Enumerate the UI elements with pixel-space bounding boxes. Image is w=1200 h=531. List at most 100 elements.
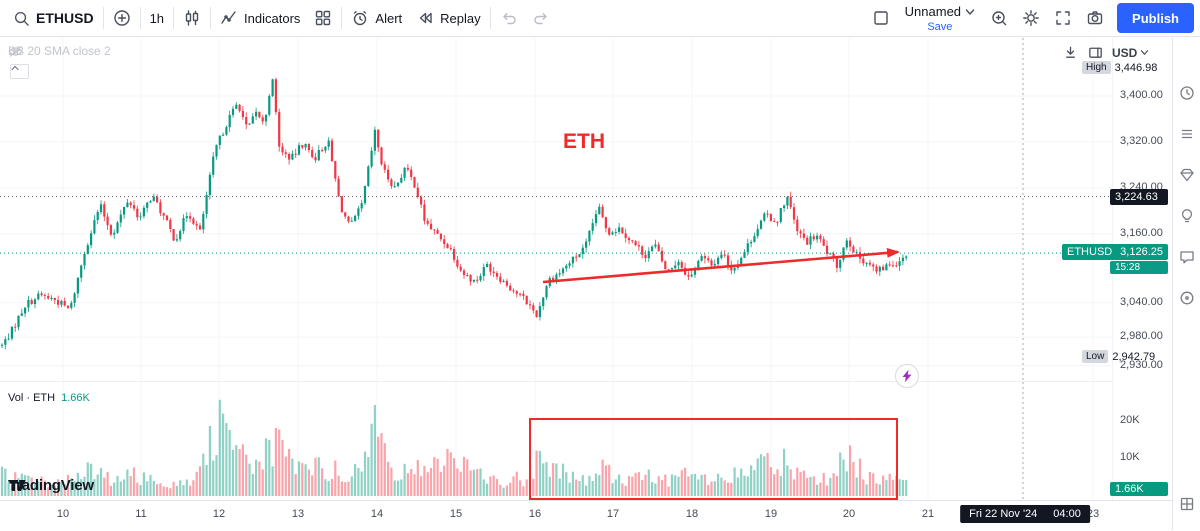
symbol-search-button[interactable]: ETHUSD: [6, 3, 101, 33]
legend-collapse-button[interactable]: [10, 64, 29, 79]
high-label-chip: High: [1082, 61, 1111, 75]
price-tick: 2,980.00: [1120, 330, 1163, 343]
low-row: Low 2,942.79: [1082, 350, 1156, 364]
indicators-button[interactable]: Indicators: [213, 3, 307, 33]
date-badge: Fri 22 Nov '24 04:00: [960, 505, 1090, 523]
chart-type-button[interactable]: [176, 3, 208, 33]
right-sidebar: [1172, 38, 1200, 530]
candlestick-icon: [185, 10, 199, 26]
current-price-badge: ETHUSD 3,126.25: [1062, 244, 1168, 261]
market-status-icon[interactable]: [895, 364, 919, 388]
currency-button[interactable]: USD: [1110, 44, 1151, 62]
time-tick: 12: [212, 508, 226, 520]
plus-circle-icon: [113, 10, 130, 26]
time-tick: 10: [56, 508, 70, 520]
timeframe-label: 1h: [149, 10, 165, 26]
divider: [173, 7, 175, 29]
layout-save-group: Unnamed Save: [901, 3, 979, 33]
rail-hotlists-button[interactable]: [1176, 164, 1198, 189]
volume-legend[interactable]: Vol · ETH 1.66K: [8, 392, 90, 404]
price-tick: 10K: [1120, 451, 1140, 463]
quick-search-button[interactable]: [983, 3, 1015, 33]
time-tick: 21: [921, 508, 935, 520]
rail-streams-button[interactable]: [1176, 287, 1198, 312]
timeframe-button[interactable]: 1h: [143, 3, 171, 33]
price-tick: 3,160.00: [1120, 226, 1163, 239]
alert-button[interactable]: Alert: [344, 3, 409, 33]
divider: [102, 7, 104, 29]
alarm-clock-icon: [354, 11, 367, 26]
scroll-to-recent-button[interactable]: [1060, 42, 1081, 63]
divider: [210, 7, 212, 29]
add-symbol-button[interactable]: [106, 3, 138, 33]
indicators-label: Indicators: [244, 10, 301, 26]
currency-label: USD: [1112, 45, 1138, 60]
time-tick: 13: [291, 508, 305, 520]
divider: [489, 7, 491, 29]
price-tick: 2,930.00: [1120, 358, 1163, 371]
publish-button[interactable]: Publish: [1117, 3, 1194, 33]
fullscreen-button[interactable]: [1047, 3, 1079, 33]
snapshot-button[interactable]: [1079, 3, 1111, 33]
fullscreen-icon: [1056, 11, 1070, 25]
eth-annotation[interactable]: ETH: [563, 130, 605, 153]
replay-button[interactable]: Replay: [409, 3, 487, 33]
symbol-name: ETHUSD: [36, 10, 94, 26]
grid-square-icon: [1180, 497, 1193, 511]
save-button[interactable]: Save: [927, 21, 953, 33]
last-price-badge: 3,224.63: [1110, 188, 1168, 205]
divider: [341, 7, 343, 29]
settings-button[interactable]: [1015, 3, 1047, 33]
rail-alerts-button[interactable]: [1176, 82, 1198, 107]
volume-badge: 1.66K: [1110, 481, 1168, 496]
time-tick: 20: [842, 508, 856, 520]
price-tick: 3,040.00: [1120, 295, 1163, 308]
current-price-value: 3,126.25: [1120, 246, 1163, 259]
logo-text: TradingView: [8, 477, 94, 494]
low-value: 2,942.79: [1112, 350, 1156, 363]
countdown-badge: 15:28: [1110, 261, 1168, 275]
date-badge-date: Fri 22 Nov '24: [969, 508, 1038, 520]
redo-button[interactable]: [525, 3, 557, 33]
indicator-templates-button[interactable]: [307, 3, 339, 33]
time-axis[interactable]: Fri 22 Nov '24 04:00 10 11 12 13 14 15 16 17 18 1…: [0, 500, 1172, 531]
chat-bubble-icon: [1179, 251, 1194, 264]
volume-chart: [0, 382, 1094, 501]
divider: [139, 7, 141, 29]
list-icon: [1181, 129, 1192, 139]
volume-pane[interactable]: Vol · ETH 1.66K TradingView: [0, 381, 1112, 501]
search-icon: [14, 11, 29, 26]
redo-icon: [533, 13, 547, 25]
time-tick: 16: [528, 508, 542, 520]
low-label-chip: Low: [1082, 350, 1109, 364]
camera-icon: [1087, 11, 1103, 25]
current-price-symbol: ETHUSD: [1067, 246, 1113, 259]
undo-icon: [502, 13, 516, 25]
select-layout-button[interactable]: [865, 3, 897, 33]
rail-chat-button[interactable]: [1176, 246, 1198, 271]
target-icon: [1180, 291, 1193, 305]
indicator-legend[interactable]: BB 20 SMA close 2: [8, 44, 111, 58]
price-pane[interactable]: BB 20 SMA close 2 ETH: [0, 38, 1112, 381]
tradingview-logo[interactable]: TradingView: [8, 477, 94, 494]
time-tick: 14: [370, 508, 384, 520]
volume-label: Vol · ETH: [8, 392, 56, 404]
scale-controls: USD: [1060, 42, 1151, 63]
top-toolbar: ETHUSD 1h Indicators Alert Replay: [0, 0, 1200, 37]
eye-off-icon[interactable]: [8, 44, 23, 59]
undo-button[interactable]: [493, 3, 525, 33]
split-panel-icon: [1089, 47, 1102, 58]
arrow-down-bar-icon: [1066, 46, 1075, 58]
chart-main: BB 20 SMA close 2 ETH Vol · ETH 1.66K Tra…: [0, 38, 1200, 531]
chevron-down-icon: [1141, 50, 1149, 55]
rail-watchlist-button[interactable]: [1176, 123, 1198, 148]
panel-button[interactable]: [1085, 42, 1106, 63]
grid-layout-icon: [316, 10, 331, 26]
rail-extensions-button[interactable]: [1176, 493, 1198, 518]
layout-name-button[interactable]: Unnamed: [901, 3, 979, 20]
rail-ideas-button[interactable]: [1176, 205, 1198, 230]
square-layout-icon: [873, 11, 888, 25]
layout-name-label: Unnamed: [904, 4, 962, 19]
lightbulb-icon: [1181, 209, 1192, 223]
